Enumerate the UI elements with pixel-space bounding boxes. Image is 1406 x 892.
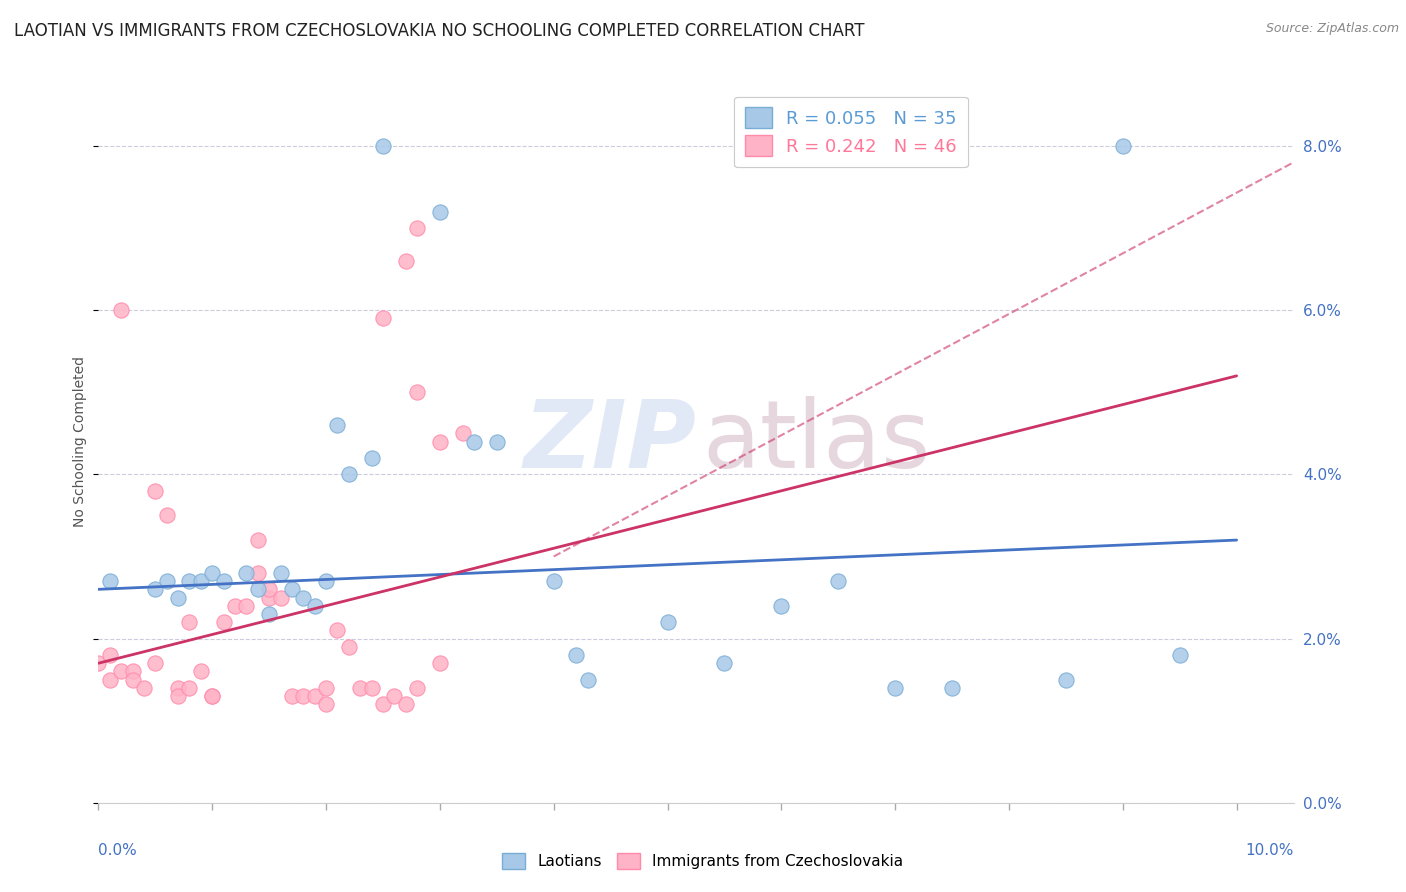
Y-axis label: No Schooling Completed: No Schooling Completed [73,356,87,527]
Point [349,681,371,695]
Point [190,665,212,679]
Point [315,698,337,712]
Point [98,574,121,588]
Point [246,582,269,597]
Legend: R = 0.055   N = 35, R = 0.242   N = 46: R = 0.055 N = 35, R = 0.242 N = 46 [734,96,967,167]
Point [406,385,429,400]
Point [304,599,326,613]
Point [235,566,257,580]
Point [121,673,143,687]
Text: LAOTIAN VS IMMIGRANTS FROM CZECHOSLOVAKIA NO SCHOOLING COMPLETED CORRELATION CHA: LAOTIAN VS IMMIGRANTS FROM CZECHOSLOVAKI… [14,22,865,40]
Point [337,640,360,654]
Point [326,418,349,433]
Point [395,698,418,712]
Point [132,681,155,695]
Point [360,450,382,465]
Point [360,681,382,695]
Text: 0.0%: 0.0% [98,843,138,858]
Point [1168,648,1191,662]
Point [315,574,337,588]
Point [179,681,201,695]
Point [224,599,246,613]
Point [179,574,201,588]
Point [121,665,143,679]
Point [270,566,292,580]
Point [167,591,190,605]
Point [246,566,269,580]
Point [292,689,315,703]
Point [827,574,849,588]
Point [257,607,280,621]
Point [657,615,679,630]
Point [110,665,132,679]
Point [337,467,360,482]
Point [576,673,599,687]
Point [315,681,337,695]
Point [429,204,451,219]
Point [429,434,451,449]
Point [257,582,280,597]
Point [770,599,793,613]
Point [395,253,418,268]
Point [292,591,315,605]
Text: atlas: atlas [702,395,931,488]
Point [201,689,224,703]
Point [941,681,963,695]
Point [281,582,304,597]
Point [451,426,474,441]
Point [884,681,907,695]
Point [98,648,121,662]
Point [429,657,451,671]
Point [156,574,179,588]
Point [201,689,224,703]
Point [190,574,212,588]
Point [1054,673,1077,687]
Point [98,673,121,687]
Point [270,591,292,605]
Point [156,508,179,523]
Point [143,657,166,671]
Point [543,574,565,588]
Point [304,689,326,703]
Legend: Laotians, Immigrants from Czechoslovakia: Laotians, Immigrants from Czechoslovakia [496,847,910,875]
Point [485,434,508,449]
Text: ZIP: ZIP [523,395,696,488]
Point [406,681,429,695]
Point [371,139,394,153]
Point [110,303,132,318]
Point [87,657,110,671]
Point [167,689,190,703]
Point [406,221,429,235]
Point [713,657,735,671]
Point [1112,139,1135,153]
Point [212,574,235,588]
Text: 10.0%: 10.0% [1246,843,1294,858]
Point [382,689,405,703]
Point [167,681,190,695]
Point [143,582,166,597]
Point [143,483,166,498]
Point [463,434,485,449]
Point [179,615,201,630]
Point [565,648,588,662]
Point [371,311,394,326]
Point [281,689,304,703]
Point [371,698,394,712]
Text: Source: ZipAtlas.com: Source: ZipAtlas.com [1265,22,1399,36]
Point [212,615,235,630]
Point [246,533,269,547]
Point [235,599,257,613]
Point [257,591,280,605]
Point [201,566,224,580]
Point [326,624,349,638]
